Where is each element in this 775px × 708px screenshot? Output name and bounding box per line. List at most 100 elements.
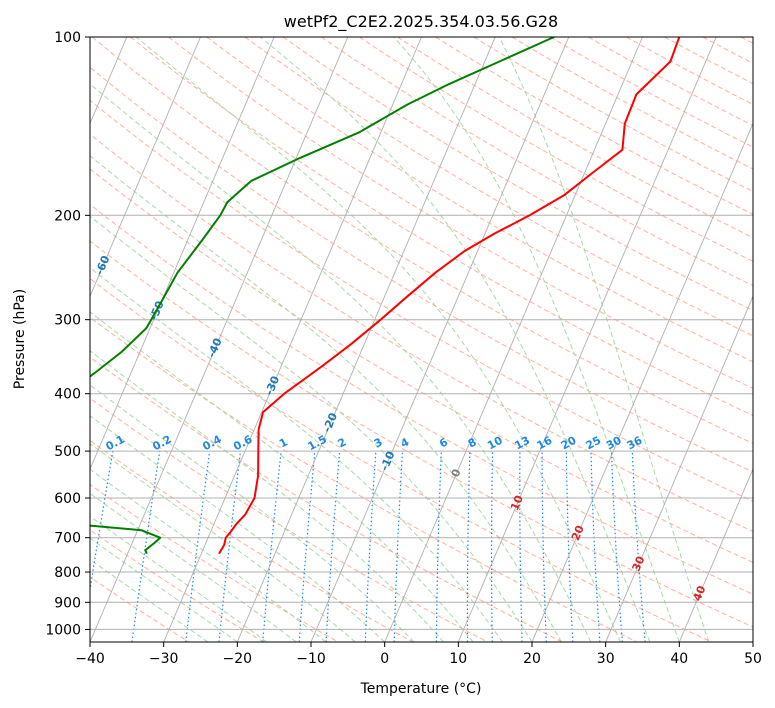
mixing-ratio-line [298,451,316,642]
mixing-ratio-label: 30 [604,434,624,453]
x-tick-label: 10 [449,651,467,667]
dry-adiabat [740,37,753,44]
isotherm-line [752,640,753,642]
temperature-profile [218,37,681,555]
moist-adiabat [90,442,356,642]
isotherm-label: -10 [378,449,398,473]
dry-adiabat [90,203,753,595]
dry-adiabat [90,483,339,642]
mixing-ratio-line [90,450,114,594]
dry-adiabat [90,529,264,642]
dry-adiabat [549,37,753,148]
dry-adiabat [206,37,753,363]
mixing-ratio-label: 25 [584,434,604,453]
moist-adiabat [260,37,651,642]
mixing-ratio-line [631,451,646,642]
isotherm-line [310,37,570,642]
y-tick-label: 400 [54,387,81,403]
y-tick-label: 200 [54,208,81,224]
x-tick-label: 40 [670,651,688,667]
y-tick-label: 900 [54,595,81,611]
moist-adiabat [90,267,503,642]
moist-adiabat [90,558,209,642]
isopleth-labels: 0.10.20.40.611.52346810131620253036-100-… [0,150,709,603]
dry-adiabat [90,66,753,473]
moist-adiabat [90,155,562,642]
x-tick-label: 0 [380,651,389,667]
dry-adiabat [90,168,753,563]
dry-adiabat [130,37,753,417]
moist-adiabat [90,83,592,642]
isotherm-label: 0 [449,467,464,479]
y-tick-label: 100 [54,30,81,46]
mixing-ratio-label: 0.2 [150,433,173,454]
moist-adiabat [90,415,386,642]
mixing-ratio-label: 0.1 [104,433,127,454]
isotherm-line [163,37,422,642]
mixing-ratio-line [590,451,601,642]
dry-adiabat [90,316,638,642]
x-axis-label: Temperature (°C) [360,681,482,697]
chart-title: wetPf2_C2E2.2025.354.03.56.G28 [284,12,558,32]
isotherm-label: 30 [630,554,648,573]
moist-adiabat [393,37,680,642]
isotherm-label: -20 [320,411,340,435]
mixing-ratio-line [218,451,242,642]
axes: −40 −30 −20 −10 0 10 20 30 40 5010020030040050060… [45,30,762,667]
x-tick-label: −40 [75,651,105,667]
mixing-ratio-line [364,451,377,642]
mixing-ratio-line [185,451,211,642]
isotherm-label: -40 [205,336,225,360]
mixing-ratio-line [490,451,494,642]
isotherm-label: -80 [0,150,9,174]
moist-adiabat [90,468,327,642]
background-lines [90,37,753,642]
mixing-ratio-label: 6 [437,435,450,450]
mixing-ratio-label: 16 [535,434,555,453]
mixing-ratio-line [565,451,574,642]
dry-adiabat [244,37,753,337]
dry-adiabat [588,37,753,127]
dry-adiabat [91,37,753,444]
isotherm-line [90,37,275,471]
isotherm-line [605,295,753,642]
moist-adiabat [135,37,621,642]
mixing-ratio-line [466,451,471,642]
mixing-ratio-label: 20 [559,434,579,453]
moist-adiabat [90,215,533,642]
x-tick-label: −10 [296,651,326,667]
dry-adiabat [320,37,753,287]
moist-adiabat [90,492,297,642]
y-tick-label: 600 [54,491,81,507]
dry-adiabat [702,37,753,64]
dry-adiabat [435,37,753,215]
y-tick-label: 700 [54,531,81,547]
dry-adiabat [664,37,753,85]
mixing-ratio-label: 10 [485,434,505,453]
moist-adiabat [90,537,238,642]
x-tick-label: −20 [223,651,253,667]
dry-adiabat [90,440,414,642]
isotherm-line [90,37,201,298]
y-axis-label: Pressure (hPa) [12,289,28,389]
mixing-ratio-label: 2 [336,435,349,450]
mixing-ratio-label: 36 [625,434,645,453]
dry-adiabat [90,397,488,642]
moist-adiabat [90,350,444,642]
dry-adiabat [168,37,753,389]
mixing-ratio-line [435,451,442,642]
mixing-ratio-label: 13 [512,434,532,453]
y-tick-label: 1000 [45,622,81,638]
isotherm-line [236,37,496,642]
dry-adiabat [511,37,753,170]
dry-adiabat [473,37,753,192]
x-tick-label: 50 [744,651,762,667]
x-tick-label: −30 [149,651,179,667]
isotherm-label: 20 [569,523,587,542]
dry-adiabat [90,576,190,642]
moist-adiabat [90,515,268,642]
data-series [90,37,681,555]
isotherm-label: 10 [508,493,526,512]
isotherm-line [531,122,753,642]
